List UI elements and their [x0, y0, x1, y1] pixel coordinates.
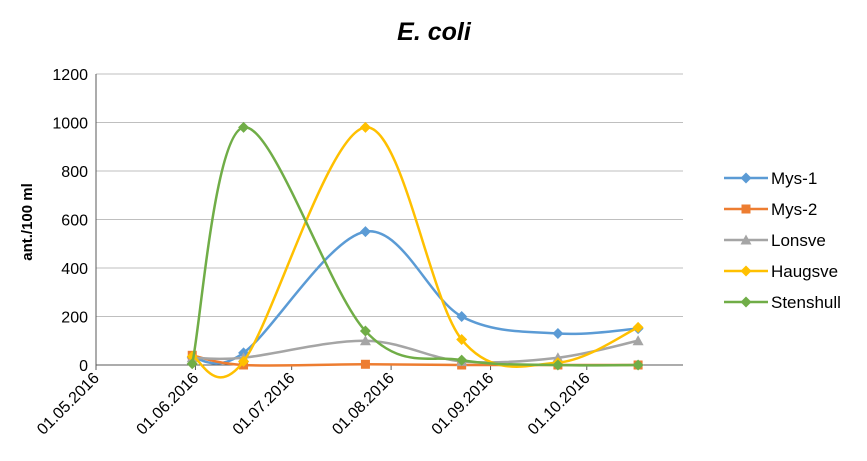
data-point-lonsve — [632, 335, 644, 346]
legend: Mys-1 Mys-2 Lonsve Haugsve Stenshull — [724, 169, 841, 312]
legend-swatch-marker — [740, 234, 752, 245]
data-point-stenshull — [186, 358, 198, 370]
legend-swatch-marker — [741, 204, 751, 214]
legend-item-haugsve: Haugsve — [724, 262, 838, 281]
data-point-haugsve — [456, 334, 468, 346]
legend-item-mys-1: Mys-1 — [724, 169, 817, 188]
legend-label: Mys-2 — [771, 200, 817, 219]
series-line-mys-1 — [192, 230, 639, 365]
y-tick-label: 0 — [79, 358, 88, 375]
series-line-stenshull — [191, 126, 639, 367]
data-point-stenshull — [456, 354, 468, 366]
y-tick-label: 400 — [61, 261, 88, 278]
y-tick-label: 800 — [61, 164, 88, 181]
x-tick-label: 01.09.2016 — [429, 370, 498, 439]
y-tick-label: 1000 — [52, 116, 88, 133]
data-point-stenshull — [632, 359, 644, 371]
y-tick-label: 200 — [61, 310, 88, 327]
legend-item-stenshull: Stenshull — [724, 293, 841, 312]
data-point-haugsve — [359, 121, 371, 133]
y-tick-label: 600 — [61, 213, 88, 230]
series-group — [186, 121, 644, 379]
y-tick-label: 1200 — [52, 67, 88, 84]
legend-label: Lonsve — [771, 231, 826, 250]
y-tick-labels: 0 200 400 600 800 1000 1200 — [52, 67, 88, 375]
legend-swatch-marker — [740, 265, 752, 277]
data-point-stenshull — [238, 121, 250, 133]
x-tick-label: 01.07.2016 — [230, 370, 299, 439]
chart-title: E. coli — [397, 18, 472, 46]
data-point-mys-1 — [359, 226, 371, 238]
series-haugsve — [186, 121, 644, 379]
y-axis-label: ant./100 ml — [19, 183, 36, 261]
x-tick-label: 01.06.2016 — [134, 370, 203, 439]
data-point-mys-1 — [456, 311, 468, 322]
data-point-stenshull — [359, 325, 371, 337]
x-tick-label: 01.05.2016 — [34, 370, 103, 439]
legend-swatch-marker — [740, 296, 752, 308]
legend-label: Mys-1 — [771, 169, 817, 188]
data-point-haugsve — [632, 321, 644, 333]
x-tick-labels: 01.05.2016 01.06.2016 01.07.2016 01.08.2016… — [34, 365, 594, 439]
legend-swatch-marker — [740, 172, 752, 184]
legend-label: Haugsve — [771, 262, 838, 281]
legend-item-mys-2: Mys-2 — [724, 200, 817, 219]
data-point-stenshull — [552, 359, 564, 371]
legend-label: Stenshull — [771, 293, 841, 312]
series-stenshull — [186, 121, 644, 371]
gridlines — [96, 73, 683, 366]
legend-item-lonsve: Lonsve — [724, 231, 826, 250]
x-tick-label: 01.10.2016 — [525, 370, 594, 439]
x-tick-label: 01.08.2016 — [329, 370, 398, 439]
data-point-haugsve — [238, 355, 250, 367]
data-point-lonsve — [359, 335, 371, 346]
data-point-mys-2 — [360, 359, 370, 369]
data-point-mys-1 — [552, 327, 564, 339]
